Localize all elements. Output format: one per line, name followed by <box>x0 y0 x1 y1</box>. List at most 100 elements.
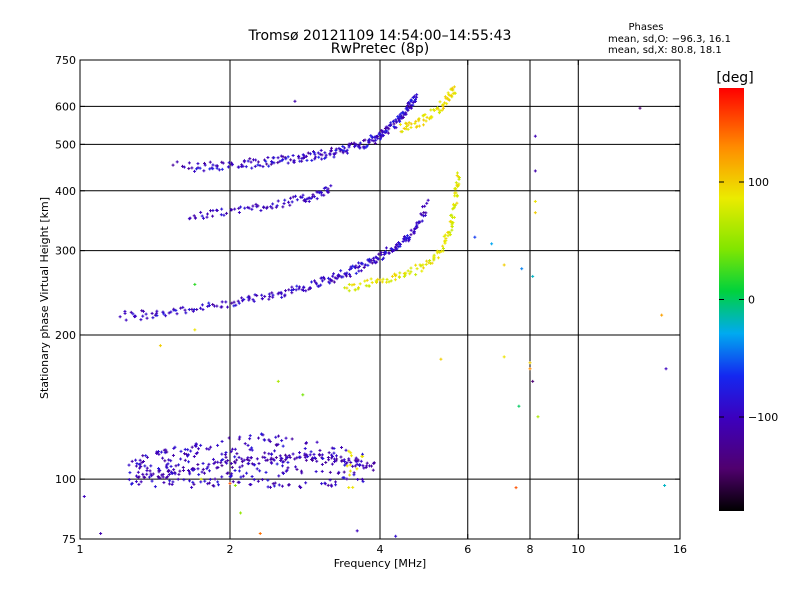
data-point <box>402 113 406 117</box>
y-tick-label: 75 <box>62 533 76 546</box>
data-point <box>304 289 308 293</box>
data-point <box>169 459 173 463</box>
data-point <box>298 285 302 289</box>
data-point <box>404 112 408 116</box>
data-point <box>374 255 378 259</box>
data-point <box>183 458 187 462</box>
data-point <box>438 100 442 104</box>
data-point <box>385 129 389 133</box>
data-point <box>131 312 135 316</box>
data-point <box>348 469 352 473</box>
data-point <box>382 256 386 260</box>
data-point <box>149 464 153 468</box>
data-point <box>256 163 260 167</box>
data-point <box>355 462 359 466</box>
y-tick-label: 300 <box>55 245 76 258</box>
data-point <box>280 295 284 299</box>
data-point <box>181 305 185 309</box>
data-point <box>422 118 426 122</box>
data-point <box>397 275 401 279</box>
data-point <box>334 483 338 487</box>
data-point <box>177 472 181 476</box>
data-point <box>349 454 353 458</box>
data-point <box>387 127 391 131</box>
data-point <box>287 454 291 458</box>
data-point <box>398 120 402 124</box>
data-point <box>362 266 366 270</box>
data-point <box>303 452 307 456</box>
data-point <box>332 152 336 156</box>
data-point <box>179 306 183 310</box>
data-point <box>220 160 224 164</box>
data-point <box>133 314 137 318</box>
data-point <box>444 237 448 241</box>
data-point <box>159 450 163 454</box>
data-point <box>261 165 265 169</box>
data-point <box>219 305 223 309</box>
data-point <box>313 279 317 283</box>
data-point <box>199 480 203 484</box>
data-point <box>343 463 347 467</box>
data-point <box>269 458 273 462</box>
data-point <box>182 468 186 472</box>
data-point <box>313 157 317 161</box>
data-point <box>286 155 290 159</box>
data-point <box>329 483 333 487</box>
data-point <box>278 159 282 163</box>
data-point <box>167 469 171 473</box>
data-point <box>334 480 338 484</box>
data-point <box>425 115 429 119</box>
data-point <box>284 458 288 462</box>
data-point <box>301 393 305 397</box>
data-point <box>227 165 231 169</box>
data-point <box>357 261 361 265</box>
data-point <box>320 453 324 457</box>
data-point <box>181 164 185 168</box>
data-point <box>315 459 319 463</box>
data-point <box>377 252 381 256</box>
data-point <box>151 472 155 476</box>
data-point <box>401 115 405 119</box>
data-point <box>453 191 457 195</box>
data-point <box>141 314 145 318</box>
data-point <box>170 472 174 476</box>
data-point <box>286 200 290 204</box>
data-point <box>239 205 243 209</box>
colorbar-ticks: 100 0 −100 <box>719 176 778 424</box>
colorbar-tick-label: −100 <box>748 411 778 424</box>
data-point <box>332 451 336 455</box>
data-point <box>219 461 223 465</box>
data-point <box>383 130 387 134</box>
x-tick-label: 16 <box>673 543 687 556</box>
data-point <box>372 139 376 143</box>
data-point <box>190 467 194 471</box>
data-point <box>192 455 196 459</box>
data-point <box>247 462 251 466</box>
data-point <box>179 449 183 453</box>
data-point <box>368 257 372 261</box>
data-point <box>351 464 355 468</box>
data-point <box>664 367 668 371</box>
colorbar-tick-label: 0 <box>748 294 755 307</box>
data-point <box>233 483 237 487</box>
data-point <box>410 106 414 110</box>
data-point <box>423 204 427 208</box>
data-point <box>406 101 410 105</box>
data-point <box>187 161 191 165</box>
data-point <box>199 306 203 310</box>
data-point <box>404 239 408 243</box>
data-point <box>290 200 294 204</box>
data-point <box>231 480 235 484</box>
data-point <box>293 99 297 103</box>
data-point <box>263 451 267 455</box>
data-point <box>271 482 275 486</box>
data-point <box>341 144 345 148</box>
data-point <box>417 220 421 224</box>
data-point <box>150 474 154 478</box>
data-point <box>423 213 427 217</box>
data-point <box>240 165 244 169</box>
data-point <box>239 475 243 479</box>
data-point <box>309 450 313 454</box>
data-point <box>278 454 282 458</box>
